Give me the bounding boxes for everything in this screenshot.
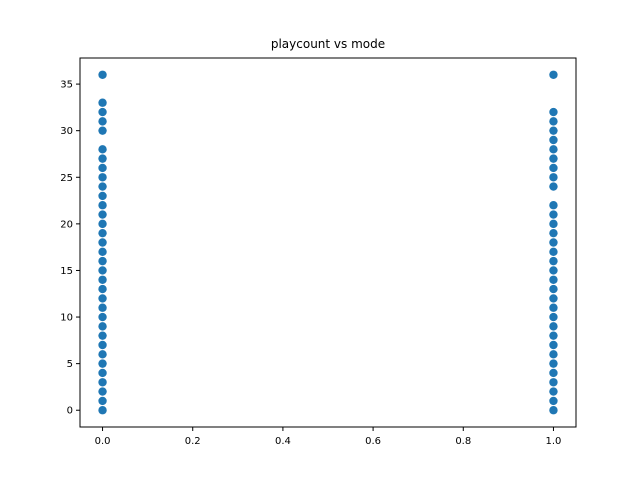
data-point <box>98 331 107 340</box>
data-point <box>98 210 107 219</box>
data-point <box>98 201 107 210</box>
data-point <box>98 322 107 331</box>
data-point <box>98 219 107 229</box>
data-point <box>98 107 107 117</box>
y-tick-label: 15 <box>60 266 73 277</box>
data-point <box>98 145 107 154</box>
y-tick-label: 5 <box>67 359 73 370</box>
data-point <box>98 275 107 284</box>
x-tick-label: 0.2 <box>185 436 201 447</box>
data-point <box>549 201 558 210</box>
data-point <box>549 238 558 247</box>
axes-layer: 0.0 0.2 0.4 0.6 0.8 1.0 0 5 10 15 20 25 30 35 <box>60 80 561 447</box>
data-point <box>549 387 558 396</box>
data-point <box>98 191 107 201</box>
data-point <box>549 173 558 182</box>
data-point <box>549 396 558 406</box>
data-point <box>98 396 107 406</box>
data-point <box>549 350 558 359</box>
data-point <box>549 135 558 145</box>
data-point <box>98 163 107 173</box>
data-point <box>549 145 558 154</box>
y-tick-label: 20 <box>60 219 73 230</box>
data-point <box>549 406 558 415</box>
data-point <box>549 275 558 284</box>
data-point <box>549 70 558 79</box>
data-point <box>98 378 107 387</box>
y-tick-label: 0 <box>67 406 73 417</box>
y-tick-label: 30 <box>60 126 73 137</box>
chart-title: playcount vs mode <box>271 37 385 51</box>
y-tick-label: 25 <box>60 173 73 184</box>
data-point <box>98 238 107 247</box>
y-tick-label: 35 <box>60 80 73 91</box>
data-point <box>549 219 558 229</box>
data-point <box>549 228 558 238</box>
x-tick-label: 0.6 <box>365 436 381 447</box>
data-point <box>549 163 558 173</box>
data-point <box>549 359 558 368</box>
data-point <box>98 117 107 126</box>
data-point <box>98 173 107 182</box>
data-point <box>549 340 558 350</box>
data-point <box>549 126 558 135</box>
data-point <box>98 350 107 359</box>
data-point <box>98 182 107 191</box>
data-point <box>98 387 107 396</box>
data-point <box>98 359 107 368</box>
data-point <box>549 322 558 331</box>
data-point <box>549 247 558 257</box>
data-point <box>549 182 558 191</box>
y-tick-label: 10 <box>60 313 73 324</box>
data-point <box>98 98 107 107</box>
data-point <box>549 210 558 219</box>
data-point <box>98 312 107 322</box>
data-point <box>98 247 107 257</box>
data-point <box>98 126 107 135</box>
data-point <box>549 284 558 294</box>
data-point <box>98 294 107 303</box>
data-point <box>98 340 107 350</box>
data-point <box>549 368 558 378</box>
data-point <box>549 303 558 312</box>
data-point <box>549 266 558 275</box>
data-point <box>549 312 558 322</box>
plot-frame <box>79 57 577 428</box>
data-point <box>549 378 558 387</box>
data-point <box>549 294 558 303</box>
data-point <box>98 303 107 312</box>
data-point <box>549 331 558 340</box>
x-tick-label: 0.4 <box>275 436 291 447</box>
data-point <box>98 266 107 275</box>
points-layer <box>98 70 558 415</box>
data-point <box>98 154 107 163</box>
data-point <box>549 256 558 266</box>
x-tick-label: 0.0 <box>95 436 111 447</box>
data-point <box>549 154 558 163</box>
data-point <box>549 107 558 117</box>
data-point <box>98 256 107 266</box>
data-point <box>98 406 107 415</box>
data-point <box>98 70 107 79</box>
data-point <box>98 228 107 238</box>
data-point <box>98 284 107 294</box>
x-tick-label: 0.8 <box>455 436 471 447</box>
data-point <box>98 368 107 378</box>
data-point <box>549 117 558 126</box>
x-tick-label: 1.0 <box>546 436 562 447</box>
